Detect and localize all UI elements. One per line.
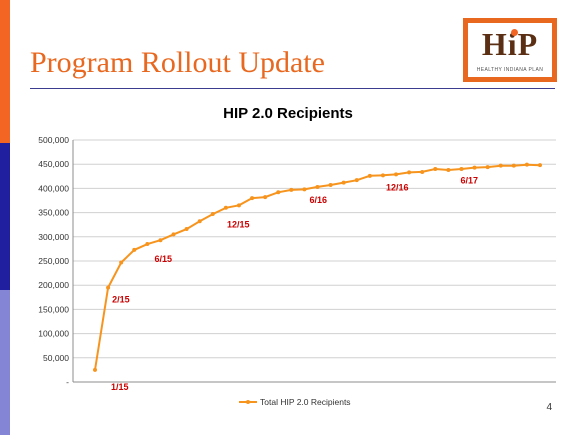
data-point [380, 173, 385, 178]
data-point [538, 163, 542, 168]
data-point [472, 165, 477, 170]
hip-logo-mark: HiP [468, 26, 552, 62]
y-tick-label: 400,000 [38, 183, 69, 193]
accent-bar-orange [0, 0, 10, 143]
date-annotation: 6/15 [154, 254, 172, 264]
data-point [171, 232, 176, 237]
y-tick-label: 150,000 [38, 304, 69, 314]
data-point [315, 184, 320, 189]
data-point [485, 165, 490, 170]
hip-logo-frame: HiP HEALTHY INDIANA PLAN [467, 22, 553, 78]
data-point [446, 168, 451, 173]
data-point [302, 187, 307, 192]
data-point [394, 172, 399, 177]
page-number: 4 [546, 402, 552, 413]
data-point [132, 247, 137, 252]
date-annotation: 6/16 [310, 195, 328, 205]
date-annotation: 12/16 [386, 182, 409, 192]
data-point [511, 163, 516, 168]
hip-logo-subtext: HEALTHY INDIANA PLAN [476, 67, 544, 73]
title-divider [30, 88, 555, 89]
y-tick-label: - [66, 377, 69, 387]
data-point [236, 203, 241, 208]
data-point [367, 173, 372, 178]
data-point [210, 212, 215, 217]
data-point [328, 183, 333, 188]
data-point [498, 163, 503, 168]
data-point [184, 227, 189, 232]
data-point [93, 367, 97, 372]
legend-marker [246, 400, 250, 404]
data-point [459, 167, 464, 172]
data-point [119, 260, 124, 265]
y-tick-label: 500,000 [38, 135, 69, 145]
data-point [289, 187, 294, 192]
y-tick-label: 100,000 [38, 329, 69, 339]
legend-label: Total HIP 2.0 Recipients [260, 397, 351, 407]
data-point [145, 242, 150, 247]
y-tick-label: 250,000 [38, 256, 69, 266]
data-point [354, 178, 359, 183]
data-point [524, 162, 529, 167]
y-tick-label: 300,000 [38, 232, 69, 242]
data-point [197, 219, 202, 224]
date-annotation: 1/15 [111, 382, 129, 392]
hip-logo-dot [511, 29, 518, 36]
data-point [433, 167, 438, 172]
date-annotation: 2/15 [112, 295, 130, 305]
slide-title: Program Rollout Update [30, 46, 325, 79]
data-point [250, 196, 255, 201]
data-point [407, 170, 412, 175]
data-point [341, 180, 346, 185]
date-annotation: 6/17 [461, 176, 479, 186]
data-point [276, 190, 281, 195]
data-point [263, 195, 268, 200]
data-point [223, 205, 228, 210]
y-tick-label: 450,000 [38, 159, 69, 169]
data-point [158, 238, 163, 243]
y-tick-label: 200,000 [38, 280, 69, 290]
accent-bar-lavender [0, 290, 10, 435]
y-tick-label: 50,000 [43, 353, 69, 363]
hip-logo-text: HiP [481, 26, 539, 62]
date-annotation: 12/15 [227, 219, 250, 229]
data-point [420, 169, 425, 174]
data-point [106, 285, 111, 290]
accent-bar-navy [0, 143, 10, 290]
y-tick-label: 350,000 [38, 208, 69, 218]
chart-title: HIP 2.0 Recipients [223, 105, 353, 122]
hip-logo: HiP HEALTHY INDIANA PLAN [463, 18, 557, 82]
